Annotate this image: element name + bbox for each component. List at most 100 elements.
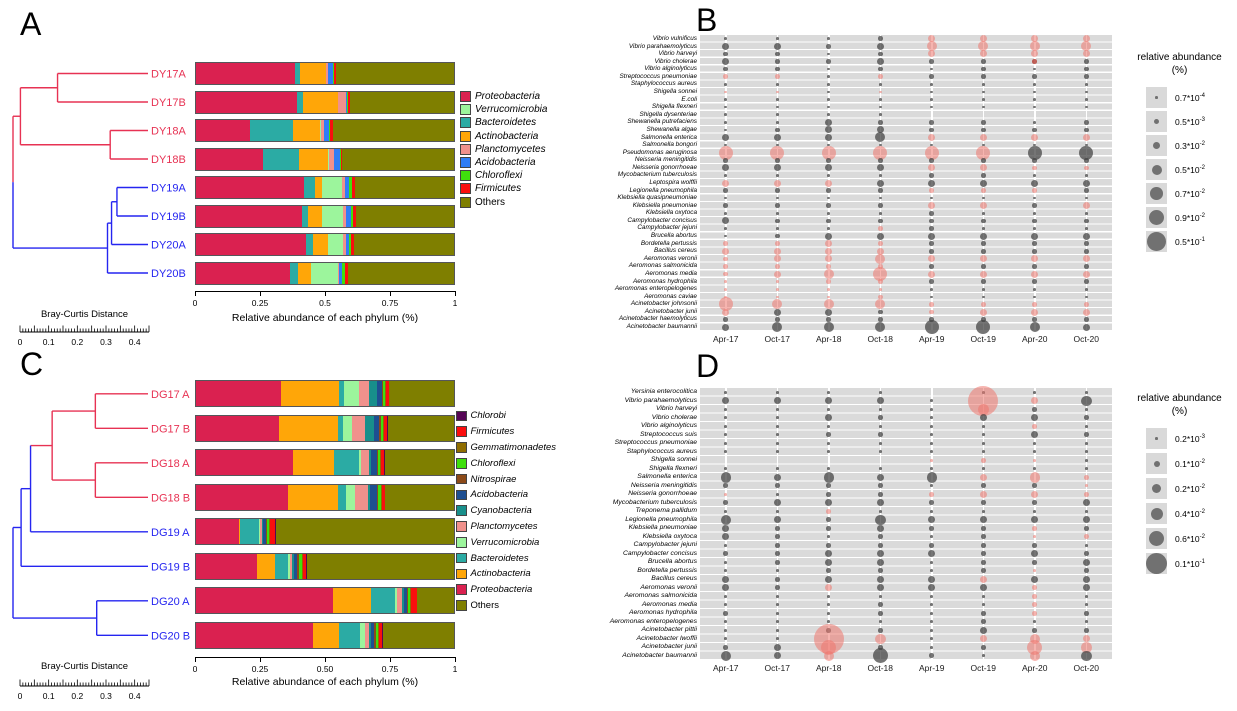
bar-segment-firmicutes (386, 381, 389, 406)
month-label: Apr-18 (815, 663, 842, 673)
bubble (720, 472, 731, 483)
ruler-tick-label: 0 (18, 337, 23, 347)
stacked-bar-DY19A (195, 176, 455, 199)
legend-label: Bacteroidetes (470, 552, 529, 564)
size-legend-exponent: -1 (1199, 236, 1205, 243)
bubble (774, 66, 780, 72)
bubble (981, 295, 985, 299)
species-label: Aeromonas hydrophila (633, 277, 697, 285)
bubble (773, 42, 781, 50)
bubble (928, 50, 936, 58)
bubble (878, 390, 882, 394)
species-label: Vibrio parahaemolyticus (628, 42, 697, 50)
bubble (980, 317, 986, 322)
bubble (1082, 232, 1090, 240)
bar-segment-planctomycetes (343, 234, 347, 255)
bar-segment-firmicutes (330, 120, 333, 141)
bar-segment-others (342, 148, 454, 170)
species-label: Aeromonas enteropelogenes (614, 285, 697, 293)
month-label: Apr-19 (918, 334, 945, 344)
bubble (1033, 467, 1037, 471)
species-label: Neisseria gonorrhoeae (632, 163, 697, 171)
bubble (980, 610, 986, 616)
bubble (774, 525, 780, 531)
bar-segment-proteobacteria (196, 91, 297, 113)
bubble (930, 560, 934, 564)
stacked-bar-DY19B (195, 204, 455, 228)
bar-segment-planctomycetes (361, 450, 369, 475)
dendrogram-leaf-label: DY20B (151, 268, 186, 280)
bubble (775, 467, 779, 471)
bubble (877, 415, 883, 421)
size-legend-label: 0.4*10-2 (1175, 508, 1205, 519)
bubble (1082, 635, 1090, 643)
x-axis-tick-label: 0.5 (319, 298, 331, 308)
bubble (980, 127, 986, 133)
bubble (1032, 264, 1038, 269)
bubble (1083, 610, 1089, 616)
bubble (724, 83, 728, 86)
bubble (775, 390, 779, 394)
column-guide-line (1085, 388, 1087, 660)
bubble (929, 188, 935, 193)
bar-segment-planctomycetes (341, 177, 345, 198)
legend-swatch (456, 552, 467, 564)
bubble (774, 203, 780, 209)
dendrogram-leaf-label: DG20 B (151, 630, 190, 642)
bubble (826, 432, 832, 438)
bubble (872, 648, 888, 664)
bar-segment-nitrospirae (376, 484, 379, 510)
species-label: Yersinia enterocolitica (630, 388, 697, 395)
bubble (722, 217, 730, 225)
panel-b-letter: B (696, 2, 718, 38)
bubble (773, 643, 781, 651)
legend-swatch (456, 426, 467, 437)
bubble (930, 645, 934, 649)
bubble (774, 127, 780, 133)
bubble (979, 490, 987, 498)
bar-segment-firmicutes (350, 234, 354, 255)
stacked-bar-DY20B (195, 261, 455, 285)
bubble (827, 450, 831, 454)
x-axis-title: Relative abundance of each phylum (%) (231, 312, 419, 324)
bubble (878, 113, 882, 116)
bubble (979, 516, 987, 524)
size-legend-key (1146, 159, 1167, 180)
bubble (1033, 90, 1037, 94)
bubble (724, 212, 728, 215)
bar-segment-verrucomicrobia (319, 120, 322, 141)
legend-item-chloroflexi: Chloroflexi (460, 169, 547, 182)
size-legend-key (1146, 453, 1167, 474)
bar-segment-verrucomicrobia (394, 588, 398, 613)
bubble (1082, 323, 1090, 331)
bubble (774, 542, 780, 548)
panel-c-dendrogram: DG17 A DG17 B DG18 A DG18 B DG19 A DG19 B DG20… (12, 389, 190, 701)
bubble (825, 308, 833, 316)
bubble (1029, 41, 1040, 52)
bar-segment-chlorobi (306, 553, 307, 579)
bar-segment-actinobacteria (281, 381, 340, 406)
bubble (1083, 249, 1089, 254)
bubble (980, 619, 986, 625)
bubble (826, 568, 832, 574)
bar-segment-actinobacteria (313, 622, 340, 648)
dendrogram-leaf-label: DG20 A (151, 596, 190, 608)
bar-segment-acidobacteria (346, 234, 350, 255)
bubble (980, 525, 986, 531)
bubble (1083, 415, 1089, 421)
bubble (724, 603, 728, 607)
size-legend-exponent: -2 (1199, 188, 1205, 195)
bubble (878, 212, 882, 215)
bubble (1031, 308, 1039, 316)
bubble (928, 164, 936, 172)
bubble (929, 317, 935, 322)
bubble (980, 302, 986, 307)
stacked-bar-DG18B (195, 483, 455, 511)
legend-label: Chlorobi (470, 410, 506, 422)
bubble (877, 241, 883, 246)
bubble (876, 126, 884, 134)
bar-segment-firmicutes (347, 91, 351, 113)
bubble (722, 397, 730, 405)
bubble (773, 255, 781, 263)
bubble (1084, 287, 1088, 291)
